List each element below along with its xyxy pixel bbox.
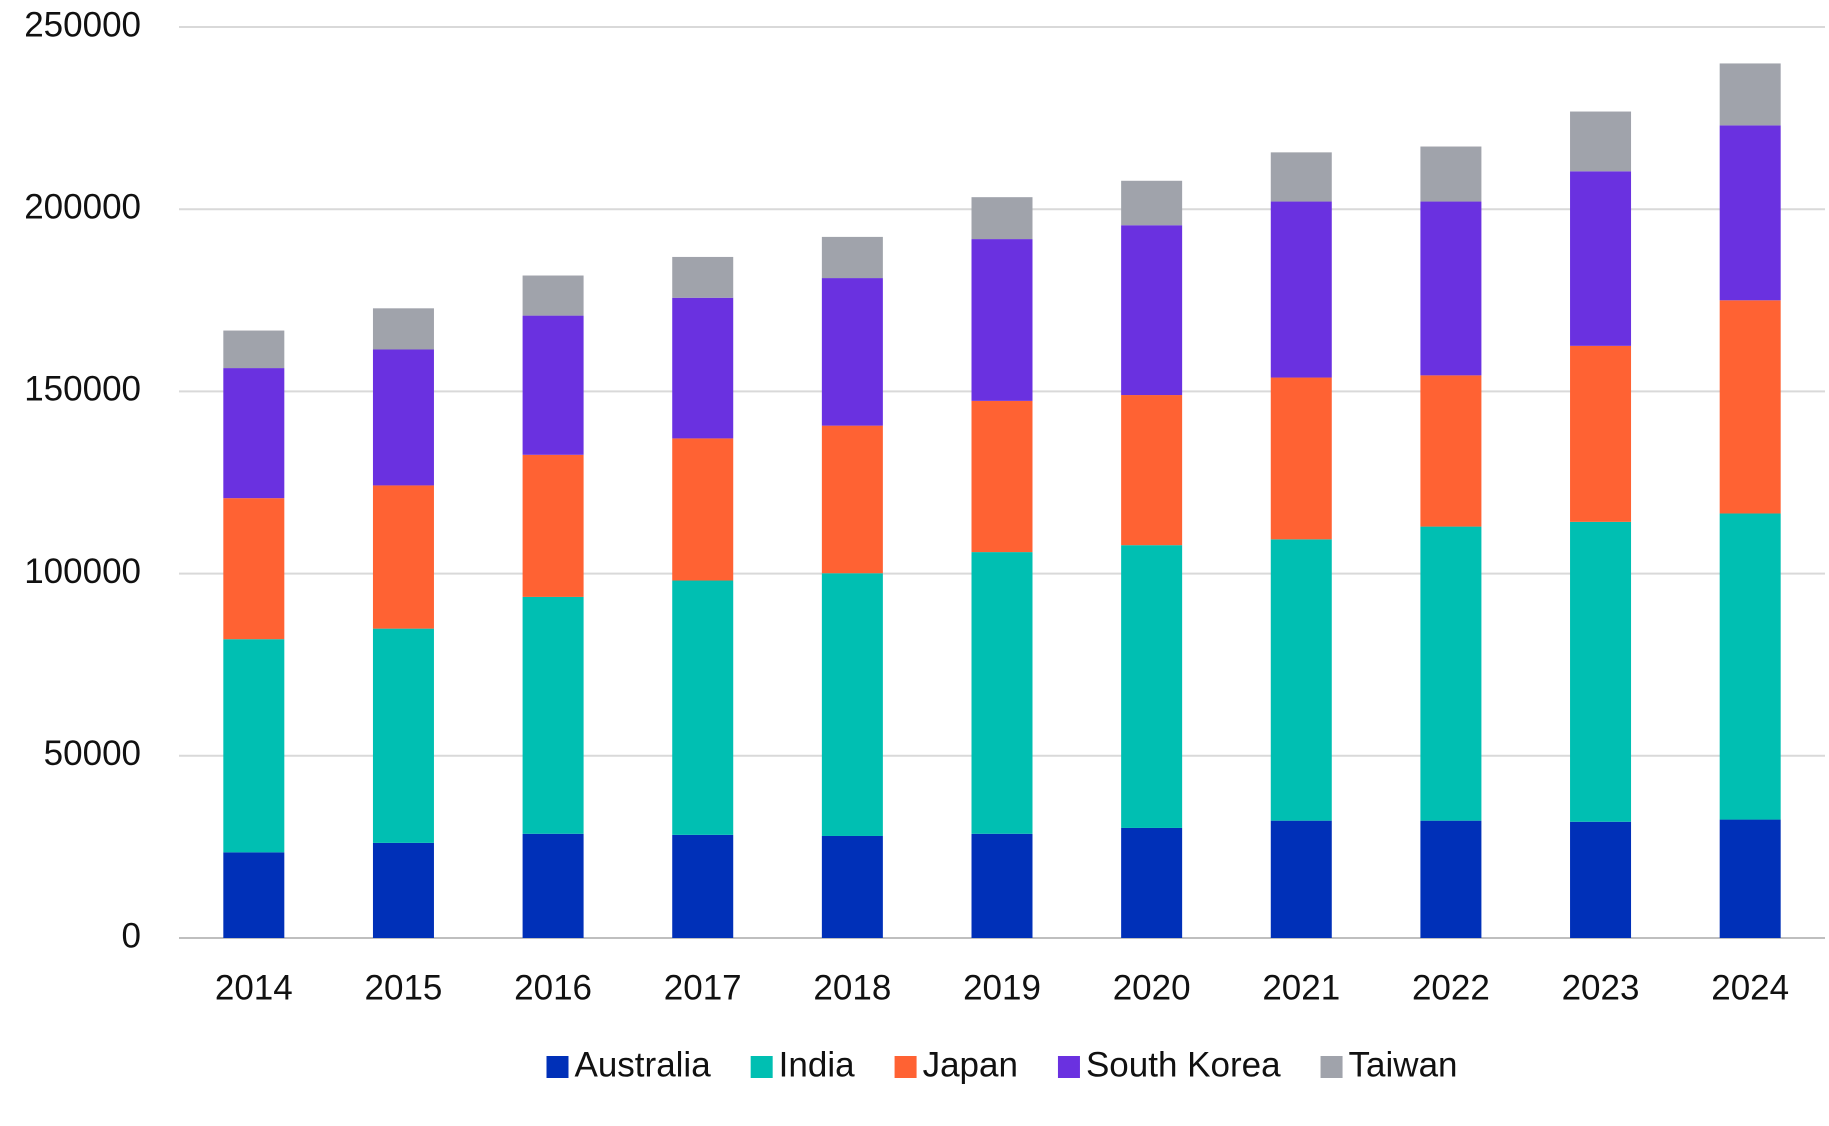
bar-segment <box>821 236 883 279</box>
legend-swatch <box>1057 1056 1080 1078</box>
bar-segment <box>1570 821 1632 938</box>
bar-segment <box>372 842 434 938</box>
bar-segment <box>1719 513 1781 820</box>
bar-segment <box>1420 201 1482 376</box>
bar-segment <box>672 297 734 439</box>
bar-segment <box>223 368 285 499</box>
legend-label: Australia <box>575 1045 712 1084</box>
legend-label: India <box>779 1045 855 1084</box>
bar-segment <box>1420 375 1482 527</box>
bar-segment <box>522 833 584 938</box>
y-tick-label: 100000 <box>24 552 141 591</box>
legend-label: Japan <box>923 1045 1018 1084</box>
x-tick-label: 2023 <box>1562 968 1640 1007</box>
x-tick-label: 2020 <box>1113 968 1191 1007</box>
bar-segment <box>1719 300 1781 514</box>
bar-segment <box>1719 125 1781 301</box>
bar-segment <box>1420 820 1482 938</box>
bar-segment <box>971 197 1033 240</box>
bar-segment <box>1570 111 1632 172</box>
bar-segment <box>1570 345 1632 522</box>
legend-swatch <box>546 1056 569 1078</box>
bar-segment <box>1719 63 1781 126</box>
bar-segment <box>522 275 584 316</box>
bar-segment <box>821 278 883 426</box>
bar-segment <box>223 498 285 640</box>
bar-segment <box>1270 152 1332 202</box>
bar-segment <box>1270 820 1332 938</box>
bar-segment <box>1270 539 1332 821</box>
bar-segment <box>223 330 285 369</box>
bar-segment <box>372 485 434 629</box>
bar-segment <box>223 639 285 853</box>
bar-segment <box>1420 146 1482 202</box>
bar-segment <box>223 852 285 938</box>
bar-segment <box>1121 827 1183 938</box>
x-tick-label: 2019 <box>963 968 1041 1007</box>
bar-segment <box>821 835 883 938</box>
bar-segment <box>522 596 584 834</box>
bar-segment <box>522 315 584 455</box>
legend-swatch <box>1320 1056 1343 1078</box>
bar-segment <box>1719 819 1781 938</box>
legend-swatch <box>750 1056 773 1078</box>
y-tick-label: 250000 <box>24 5 141 44</box>
bar-segment <box>1570 521 1632 822</box>
bar-segment <box>672 834 734 938</box>
x-tick-label: 2014 <box>215 968 293 1007</box>
bar-segment <box>821 573 883 836</box>
bar-segment <box>821 425 883 574</box>
x-tick-label: 2016 <box>514 968 592 1007</box>
bar-segment <box>971 833 1033 938</box>
bar-segment <box>1570 171 1632 346</box>
x-tick-label: 2022 <box>1412 968 1490 1007</box>
x-tick-label: 2024 <box>1711 968 1789 1007</box>
legend-swatch <box>894 1056 917 1078</box>
y-tick-label: 50000 <box>44 734 141 773</box>
x-tick-label: 2021 <box>1262 968 1340 1007</box>
bar-segment <box>1121 180 1183 226</box>
bar-segment <box>372 349 434 486</box>
bar-segment <box>1121 225 1183 396</box>
x-tick-label: 2015 <box>365 968 443 1007</box>
y-tick-label: 150000 <box>24 370 141 409</box>
bar-segment <box>372 628 434 843</box>
legend-label: Taiwan <box>1349 1045 1458 1084</box>
bar-segment <box>1270 201 1332 378</box>
bar-segment <box>672 580 734 835</box>
bar-segment <box>372 308 434 350</box>
bar-segment <box>1121 395 1183 546</box>
bar-segment <box>672 438 734 581</box>
legend-label: South Korea <box>1086 1045 1281 1084</box>
y-tick-label: 200000 <box>24 187 141 226</box>
bar-segment <box>1270 377 1332 540</box>
x-tick-label: 2017 <box>664 968 742 1007</box>
x-tick-label: 2018 <box>813 968 891 1007</box>
bar-segment <box>971 239 1033 401</box>
bar-segment <box>1420 526 1482 821</box>
bar-segment <box>522 454 584 597</box>
y-tick-label: 0 <box>122 916 141 955</box>
bar-segment <box>971 552 1033 834</box>
bar-segment <box>971 400 1033 553</box>
bar-segment <box>1121 545 1183 828</box>
bar-segment <box>672 256 734 298</box>
